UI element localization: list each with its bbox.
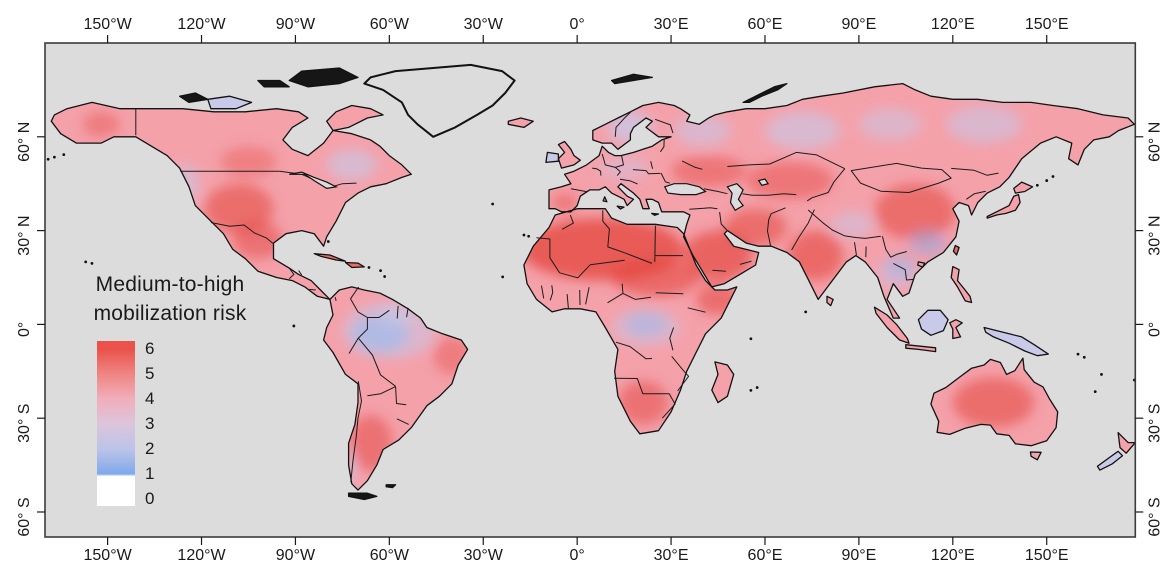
tick-label-bottom: 90°W [276,547,316,564]
tick-label-top: 90°W [276,16,316,33]
tick-label-right: 60° N [1146,122,1163,162]
legend-title: Medium-to-high mobilization risk [68,270,272,328]
tick-label-top: 120°E [931,16,975,33]
risk-raster-overlay [82,105,1035,487]
tick-label-bottom: 150°W [84,547,133,564]
landmass-java [905,344,936,352]
landmass-new-guinea [984,327,1049,356]
landmass-philippines [951,266,972,303]
legend-title-line2: mobilization risk [93,302,247,325]
tick-label-left: 30° N [16,215,33,255]
landmass-borneo [918,310,949,336]
tick-label-top: 150°E [1025,16,1069,33]
landmass-hispaniola [345,262,365,268]
tick-label-top: 30°W [464,16,504,33]
landmass-cuba [314,253,346,262]
tick-label-bottom: 60°E [748,547,783,564]
tick-label-top: 60°E [748,16,783,33]
landmass-great-britain [558,141,581,169]
map-coastlines [50,63,1136,501]
legend-tick-labels: 6 5 4 3 2 1 0 [145,339,185,508]
tick-label-top: 150°W [84,16,133,33]
tick-label-bottom: 120°E [931,547,975,564]
map-country-borders [135,108,999,483]
legend-tick-label: 3 [145,414,155,433]
tick-label-top: 0° [570,16,585,33]
tick-label-bottom: 60°W [370,547,410,564]
legend-tick-label: 2 [145,439,155,458]
landmass-greenland [364,64,515,137]
tick-label-left: 60° N [16,122,33,162]
tick-label-right: 60° S [1146,497,1163,536]
landmass-svalbard [611,74,653,84]
legend: Medium-to-high mobilization risk 6 5 4 3 2 1 0 [68,270,272,509]
axis-labels: 150°W 150°W 120°W 120°W 90°W 90°W 60°W 60°W 30°W… [16,16,1163,564]
tick-label-left: 0° [16,322,33,337]
landmass-sumatra [874,307,909,344]
tick-label-top: 90°E [841,16,876,33]
legend-tick-label: 5 [145,364,155,383]
landmass-ellesmere-island [289,68,358,87]
map-frame [44,42,1137,538]
landmass-novaya-zemlya [743,83,787,103]
tick-label-bottom: 120°W [177,547,226,564]
tick-label-left: 60° S [16,497,33,536]
landmass-new-zealand-south [1097,451,1123,471]
tick-label-left: 30° S [16,404,33,443]
landmass-ireland [545,152,559,163]
tick-label-bottom: 30°W [464,547,504,564]
tick-label-top: 30°E [654,16,689,33]
legend-tick-label: 6 [145,339,155,358]
tick-label-bottom: 90°E [841,547,876,564]
sea-black-sea [663,183,707,196]
legend-tick-label: 1 [145,464,155,483]
axis-ticks [37,35,1144,545]
legend-colorbar-group: 6 5 4 3 2 1 0 [97,339,272,509]
legend-title-line1: Medium-to-high [95,273,245,296]
tick-label-top: 120°W [177,16,226,33]
map-body [45,43,1136,537]
map-inland-seas [289,171,770,212]
sea-caspian-sea [726,183,744,212]
landmass-baffin-island [326,105,384,131]
tick-label-right: 0° [1146,322,1163,337]
sea-aral-sea [757,178,770,186]
tick-label-top: 60°W [370,16,410,33]
sea-great-lakes [289,171,339,190]
tick-label-right: 30° S [1146,404,1163,443]
tick-label-bottom: 30°E [654,547,689,564]
legend-tick-label: 0 [145,489,155,508]
tick-label-bottom: 0° [570,547,585,564]
landmass-tasmania [1030,452,1042,460]
legend-colorbar [97,341,135,506]
tick-label-bottom: 150°E [1025,547,1069,564]
legend-tick-label: 4 [145,389,155,408]
tick-label-right: 30° N [1146,215,1163,255]
